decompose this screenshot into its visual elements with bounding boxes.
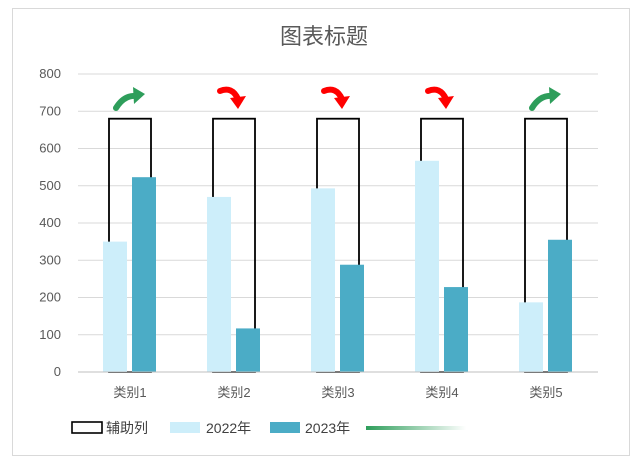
bar-2022-4 [415,160,439,372]
bar-2022-5 [519,302,543,372]
y-axis: 0 100 200 300 400 500 600 700 800 [39,66,61,379]
legend-swatch-helper [71,421,103,434]
y-tick-label: 400 [39,215,61,230]
y-tick-label: 600 [39,141,61,156]
legend-swatch-arrow [366,426,466,430]
y-tick-label: 300 [39,252,61,267]
legend-swatch-2022 [170,422,200,433]
legend: 辅助列 2022年 2023年 [71,420,466,436]
x-axis: 类别1 类别2 类别3 类别4 类别5 [78,371,598,400]
y-tick-label: 800 [39,66,61,81]
trend-up-icon [529,87,561,111]
x-tick-label: 类别4 [425,385,458,400]
trend-down-icon [425,86,454,109]
legend-label-2022: 2022年 [206,420,251,436]
trend-down-icon [321,86,350,109]
y-tick-label: 500 [39,178,61,193]
y-tick-label: 100 [39,327,61,342]
x-tick-label: 类别2 [217,385,250,400]
x-tick-label: 类别3 [321,385,354,400]
y-tick-label: 700 [39,103,61,118]
x-tick-label: 类别1 [113,385,146,400]
bar-2023-2 [236,328,260,372]
bars [103,117,572,373]
legend-label-2023: 2023年 [305,420,350,436]
y-tick-label: 200 [39,290,61,305]
bar-2022-1 [103,241,127,372]
bar-2022-3 [311,188,335,372]
y-tick-label: 0 [54,364,61,379]
bar-2023-4 [444,287,468,372]
bar-2023-5 [548,239,572,372]
x-tick-label: 类别5 [529,385,562,400]
legend-label-helper: 辅助列 [106,420,148,436]
legend-swatch-2023 [270,422,300,433]
bar-2022-2 [207,196,231,372]
trend-icons [113,86,561,111]
bar-2023-3 [340,264,364,372]
trend-down-icon [217,86,246,109]
bar-2023-1 [132,177,156,372]
chart-title: 图表标题 [280,24,368,49]
trend-up-icon [113,87,145,111]
